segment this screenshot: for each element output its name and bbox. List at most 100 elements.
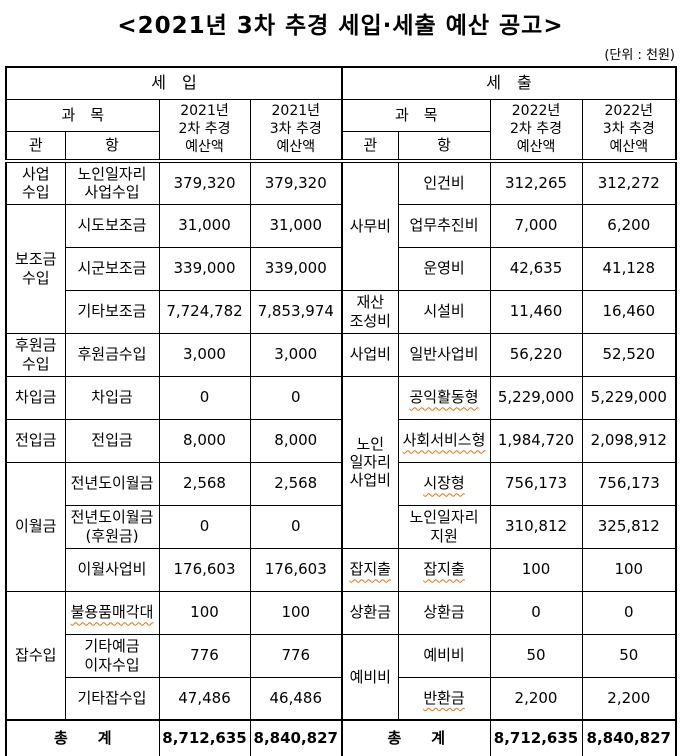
expenditure-hang-cell: 잡지출 xyxy=(397,547,491,592)
revenue-col-curr-header: 2021년 3차 추경 예산액 xyxy=(249,98,343,163)
revenue-section-header: 세 입 xyxy=(5,66,343,100)
revenue-gwan-cell: 이월금 xyxy=(5,461,66,592)
expenditure-total-curr: 8,840,827 xyxy=(581,719,677,756)
table-row: 차입금 차입금 0 0 노인 일자리 사업비 공익활동형 5,229,000 5… xyxy=(5,375,677,549)
section-header-row: 세 입 세 출 xyxy=(5,66,677,100)
revenue-gwan-header: 관 xyxy=(5,130,66,163)
revenue-curr-value: 339,000 xyxy=(249,246,343,291)
expenditure-hang-header: 항 xyxy=(397,130,491,163)
expenditure-hang-cell: 상환금 xyxy=(397,590,491,635)
revenue-prev-value: 3,000 xyxy=(158,332,251,377)
table-row: 이월사업비 176,603 176,603 잡지출 잡지출 100 100 xyxy=(6,547,677,592)
budget-announcement-page: <2021년 3차 추경 세입·세출 예산 공고> (단위 : 천원) 세 입 … xyxy=(0,6,681,756)
revenue-gwan-cell: 전입금 xyxy=(5,418,66,463)
revenue-prev-value: 776 xyxy=(158,633,251,678)
column-header-row-2: 관 항 관 항 xyxy=(5,130,676,163)
expenditure-prev-value: 11,460 xyxy=(489,289,583,334)
expenditure-prev-value: 2,200 xyxy=(489,676,583,721)
expenditure-curr-value: 50 xyxy=(581,633,677,678)
revenue-hang-cell: 차입금 xyxy=(64,375,160,420)
revenue-curr-value: 46,486 xyxy=(249,676,343,721)
expenditure-gwan-cell: 잡지출 xyxy=(341,547,399,592)
expenditure-col-prev-header: 2022년 2차 추경 예산액 xyxy=(489,98,583,163)
revenue-hang-cell: 시군보조금 xyxy=(64,246,160,291)
revenue-hang-cell: 전년도이월금 (후원금) xyxy=(64,504,160,549)
total-row: 총 계 8,712,635 8,840,827 총 계 8,712,635 8,… xyxy=(5,719,677,756)
budget-table: 세 입 세 출 과 목 2021년 2차 추경 예산액 2021년 3차 추경 … xyxy=(5,66,678,756)
revenue-curr-value: 8,000 xyxy=(249,418,343,463)
revenue-prev-value: 0 xyxy=(158,504,251,549)
revenue-prev-value: 7,724,782 xyxy=(158,289,251,334)
revenue-curr-value: 176,603 xyxy=(249,547,343,592)
revenue-total-label: 총 계 xyxy=(5,719,160,756)
expenditure-gwan-header: 관 xyxy=(341,130,399,163)
expenditure-prev-value: 0 xyxy=(489,590,583,635)
table-row: 잡수입 불용품매각대 100 100 상환금 상환금 0 0 xyxy=(5,590,677,721)
revenue-prev-value: 176,603 xyxy=(158,547,251,592)
revenue-total-prev: 8,712,635 xyxy=(158,719,251,756)
revenue-gwan-cell: 잡수입 xyxy=(5,590,66,721)
revenue-prev-value: 379,320 xyxy=(158,160,251,205)
revenue-hang-cell: 전입금 xyxy=(64,418,160,463)
expenditure-hang-cell: 공익활동형 xyxy=(397,375,491,420)
table-row: 보조금 수입 시도보조금 31,000 31,000 업무추진비 7,000 6… xyxy=(5,203,677,334)
table-row: 기타잡수입 47,486 46,486 반환금 2,200 2,200 xyxy=(6,676,677,721)
table-row: 기타보조금 7,724,782 7,853,974 재산 조성비 시설비 11,… xyxy=(6,289,677,334)
expenditure-prev-value: 312,265 xyxy=(489,160,583,205)
table-row: 후원금 수입 후원금수입 3,000 3,000 사업비 일반사업비 56,22… xyxy=(5,332,677,377)
revenue-gwan-cell: 차입금 xyxy=(5,375,66,420)
expenditure-hang-cell: 시장형 xyxy=(397,461,491,506)
revenue-hang-cell: 후원금수입 xyxy=(64,332,160,377)
table-row: 전년도이월금 (후원금) 0 0 노인일자리 지원 310,812 325,81… xyxy=(6,504,677,549)
expenditure-curr-value: 41,128 xyxy=(581,246,677,291)
revenue-prev-value: 0 xyxy=(158,375,251,420)
expenditure-gwan-cell: 노인 일자리 사업비 xyxy=(341,375,399,549)
revenue-hang-cell: 불용품매각대 xyxy=(64,590,160,635)
expenditure-hang-cell: 반환금 xyxy=(397,676,491,721)
revenue-curr-value: 2,568 xyxy=(249,461,343,506)
table-row: 전입금 전입금 8,000 8,000 사회서비스형 1,984,720 2,0… xyxy=(5,418,677,463)
revenue-gwan-cell: 사업 수입 xyxy=(5,160,66,205)
revenue-curr-value: 100 xyxy=(249,590,343,635)
expenditure-prev-value: 100 xyxy=(489,547,583,592)
revenue-hang-cell: 기타예금 이자수입 xyxy=(64,633,160,678)
expenditure-curr-value: 325,812 xyxy=(581,504,677,549)
revenue-gwan-cell: 보조금 수입 xyxy=(5,203,66,334)
expenditure-prev-value: 310,812 xyxy=(489,504,583,549)
expenditure-curr-value: 2,200 xyxy=(581,676,677,721)
expenditure-hang-cell: 노인일자리 지원 xyxy=(397,504,491,549)
expenditure-hang-cell: 예비비 xyxy=(397,633,491,678)
expenditure-curr-value: 52,520 xyxy=(581,332,677,377)
revenue-hang-cell: 노인일자리 사업수입 xyxy=(64,160,160,205)
revenue-hang-cell: 시도보조금 xyxy=(64,203,160,248)
table-row: 시군보조금 339,000 339,000 운영비 42,635 41,128 xyxy=(6,246,677,291)
expenditure-prev-value: 7,000 xyxy=(489,203,583,248)
revenue-prev-value: 339,000 xyxy=(158,246,251,291)
expenditure-hang-cell: 일반사업비 xyxy=(397,332,491,377)
expenditure-curr-value: 2,098,912 xyxy=(581,418,677,463)
revenue-hang-cell: 전년도이월금 xyxy=(64,461,160,506)
unit-note: (단위 : 천원) xyxy=(604,48,675,63)
expenditure-total-label: 총 계 xyxy=(341,719,491,756)
expenditure-curr-value: 756,173 xyxy=(581,461,677,506)
page-title: <2021년 3차 추경 세입·세출 예산 공고> xyxy=(117,13,564,39)
expenditure-hang-cell: 시설비 xyxy=(397,289,491,334)
column-header-row-1: 과 목 2021년 2차 추경 예산액 2021년 3차 추경 예산액 과 목 … xyxy=(5,98,677,163)
table-row: 이월금 전년도이월금 2,568 2,568 시장형 756,173 756,1… xyxy=(5,461,677,592)
expenditure-gwan-cell: 상환금 xyxy=(341,590,399,635)
revenue-curr-value: 0 xyxy=(249,375,343,420)
revenue-prev-value: 2,568 xyxy=(158,461,251,506)
expenditure-prev-value: 56,220 xyxy=(489,332,583,377)
revenue-total-curr: 8,840,827 xyxy=(249,719,343,756)
expenditure-hang-cell: 사회서비스형 xyxy=(397,418,491,463)
expenditure-gwan-cell: 사무비 xyxy=(341,160,399,291)
expenditure-gwan-cell: 사업비 xyxy=(341,332,399,377)
expenditure-curr-value: 312,272 xyxy=(581,160,677,205)
expenditure-curr-value: 100 xyxy=(581,547,677,592)
expenditure-curr-value: 6,200 xyxy=(581,203,677,248)
expenditure-prev-value: 5,229,000 xyxy=(489,375,583,420)
expenditure-section-header: 세 출 xyxy=(341,66,677,100)
revenue-gwan-cell: 후원금 수입 xyxy=(5,332,66,377)
revenue-curr-value: 7,853,974 xyxy=(249,289,343,334)
revenue-prev-value: 31,000 xyxy=(158,203,251,248)
